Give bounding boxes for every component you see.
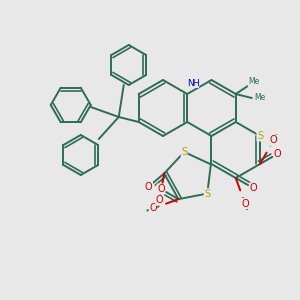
Text: O: O <box>156 195 163 205</box>
Text: O: O <box>149 203 157 214</box>
Text: H: H <box>192 79 199 88</box>
Text: S: S <box>204 188 210 199</box>
Text: S: S <box>181 147 187 157</box>
Text: S: S <box>257 131 263 141</box>
Text: O: O <box>274 149 281 159</box>
Text: O: O <box>145 182 152 191</box>
Text: O: O <box>250 183 257 193</box>
Text: O: O <box>157 184 165 194</box>
Text: Me: Me <box>254 94 266 103</box>
Text: N: N <box>187 79 194 88</box>
Text: Me: Me <box>248 77 260 86</box>
Text: O: O <box>270 135 278 146</box>
Text: O: O <box>241 199 249 208</box>
